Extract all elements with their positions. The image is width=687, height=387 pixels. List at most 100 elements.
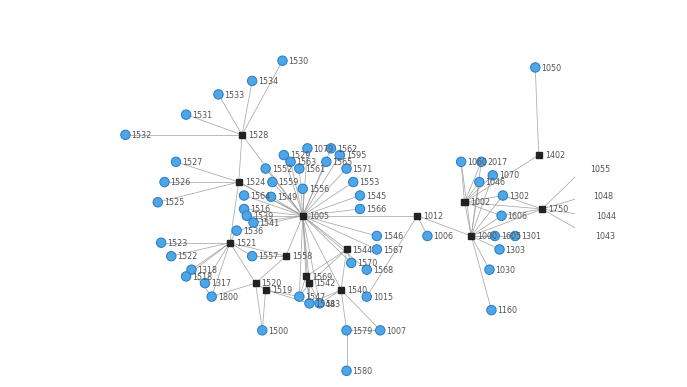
Polygon shape xyxy=(462,199,468,205)
Text: 1553: 1553 xyxy=(359,178,380,187)
Text: 1549: 1549 xyxy=(277,193,297,202)
Circle shape xyxy=(456,157,466,166)
Circle shape xyxy=(247,252,257,261)
Text: 1317: 1317 xyxy=(211,279,231,288)
Polygon shape xyxy=(338,287,344,293)
Circle shape xyxy=(355,191,365,200)
Text: 1540: 1540 xyxy=(347,286,368,295)
Circle shape xyxy=(214,90,223,99)
Text: 1520: 1520 xyxy=(262,279,282,288)
Text: 543: 543 xyxy=(326,300,341,308)
Polygon shape xyxy=(536,152,541,158)
Text: 1547: 1547 xyxy=(306,293,326,302)
Text: 1518: 1518 xyxy=(192,272,212,282)
Text: 1526: 1526 xyxy=(170,178,191,187)
Circle shape xyxy=(278,56,287,65)
Circle shape xyxy=(200,278,210,288)
Polygon shape xyxy=(253,280,258,286)
Circle shape xyxy=(286,157,295,166)
Circle shape xyxy=(121,130,130,140)
Circle shape xyxy=(207,292,216,301)
Circle shape xyxy=(157,238,166,247)
Text: 1516: 1516 xyxy=(250,205,270,214)
Circle shape xyxy=(497,211,506,221)
Text: 1542: 1542 xyxy=(315,279,336,288)
Polygon shape xyxy=(469,233,474,239)
Circle shape xyxy=(376,325,385,335)
Circle shape xyxy=(247,76,257,86)
Text: 1750: 1750 xyxy=(548,205,568,214)
Circle shape xyxy=(295,292,304,301)
Circle shape xyxy=(490,231,499,241)
Circle shape xyxy=(495,245,504,254)
Text: 1532: 1532 xyxy=(131,131,152,140)
Text: 1318: 1318 xyxy=(198,266,218,275)
Circle shape xyxy=(315,299,324,308)
Circle shape xyxy=(187,265,196,274)
Polygon shape xyxy=(262,287,269,293)
Text: 1303: 1303 xyxy=(506,246,526,255)
Text: 1055: 1055 xyxy=(590,165,610,174)
Circle shape xyxy=(362,292,372,301)
Circle shape xyxy=(160,177,169,187)
Text: 1567: 1567 xyxy=(383,246,403,255)
Circle shape xyxy=(342,325,351,335)
Circle shape xyxy=(298,184,308,194)
Text: 1528: 1528 xyxy=(248,131,269,140)
Text: 1548: 1548 xyxy=(315,300,336,308)
Circle shape xyxy=(181,110,191,119)
Text: 1050: 1050 xyxy=(541,63,561,73)
Text: 1012: 1012 xyxy=(423,212,444,221)
Circle shape xyxy=(335,151,344,160)
Text: 1523: 1523 xyxy=(167,239,188,248)
Text: 1007: 1007 xyxy=(386,327,407,336)
Circle shape xyxy=(279,151,289,160)
Text: 1533: 1533 xyxy=(225,91,245,99)
Circle shape xyxy=(305,299,314,308)
Text: 1521: 1521 xyxy=(236,239,256,248)
Polygon shape xyxy=(414,213,420,219)
Text: 1571: 1571 xyxy=(352,165,373,174)
Text: 2017: 2017 xyxy=(487,158,508,167)
Text: 1544: 1544 xyxy=(352,246,373,255)
Circle shape xyxy=(153,197,163,207)
Text: 1541: 1541 xyxy=(260,219,280,228)
Text: 1060: 1060 xyxy=(467,158,487,167)
Circle shape xyxy=(583,191,592,200)
Polygon shape xyxy=(303,273,309,279)
Text: 1561: 1561 xyxy=(306,165,326,174)
Text: 1048: 1048 xyxy=(594,192,613,201)
Text: 1563: 1563 xyxy=(297,158,317,167)
Text: 1525: 1525 xyxy=(164,199,184,207)
Text: 1043: 1043 xyxy=(595,232,616,241)
Text: 1605: 1605 xyxy=(501,232,521,241)
Text: 1301: 1301 xyxy=(521,232,541,241)
Text: 1079: 1079 xyxy=(313,144,334,154)
Text: 1519: 1519 xyxy=(272,286,292,295)
Text: 1565: 1565 xyxy=(333,158,352,167)
Circle shape xyxy=(372,231,381,241)
Circle shape xyxy=(166,252,176,261)
Circle shape xyxy=(510,231,520,241)
Text: 1546: 1546 xyxy=(383,232,403,241)
Circle shape xyxy=(475,177,484,187)
Circle shape xyxy=(258,325,267,335)
Text: 1500: 1500 xyxy=(269,327,289,336)
Text: 1522: 1522 xyxy=(177,252,198,261)
Text: 1006: 1006 xyxy=(433,232,453,241)
Circle shape xyxy=(362,265,372,274)
Circle shape xyxy=(268,177,277,187)
Text: 1606: 1606 xyxy=(508,212,528,221)
Circle shape xyxy=(487,305,496,315)
Text: 1046: 1046 xyxy=(486,178,506,187)
Circle shape xyxy=(348,177,358,187)
Circle shape xyxy=(267,192,275,202)
Text: 1529: 1529 xyxy=(290,151,311,160)
Text: 1562: 1562 xyxy=(337,144,357,154)
Circle shape xyxy=(477,157,486,166)
Circle shape xyxy=(485,265,494,274)
Polygon shape xyxy=(227,240,233,246)
Text: 1302: 1302 xyxy=(509,192,529,201)
Circle shape xyxy=(249,218,258,227)
Text: 1564: 1564 xyxy=(250,192,270,201)
